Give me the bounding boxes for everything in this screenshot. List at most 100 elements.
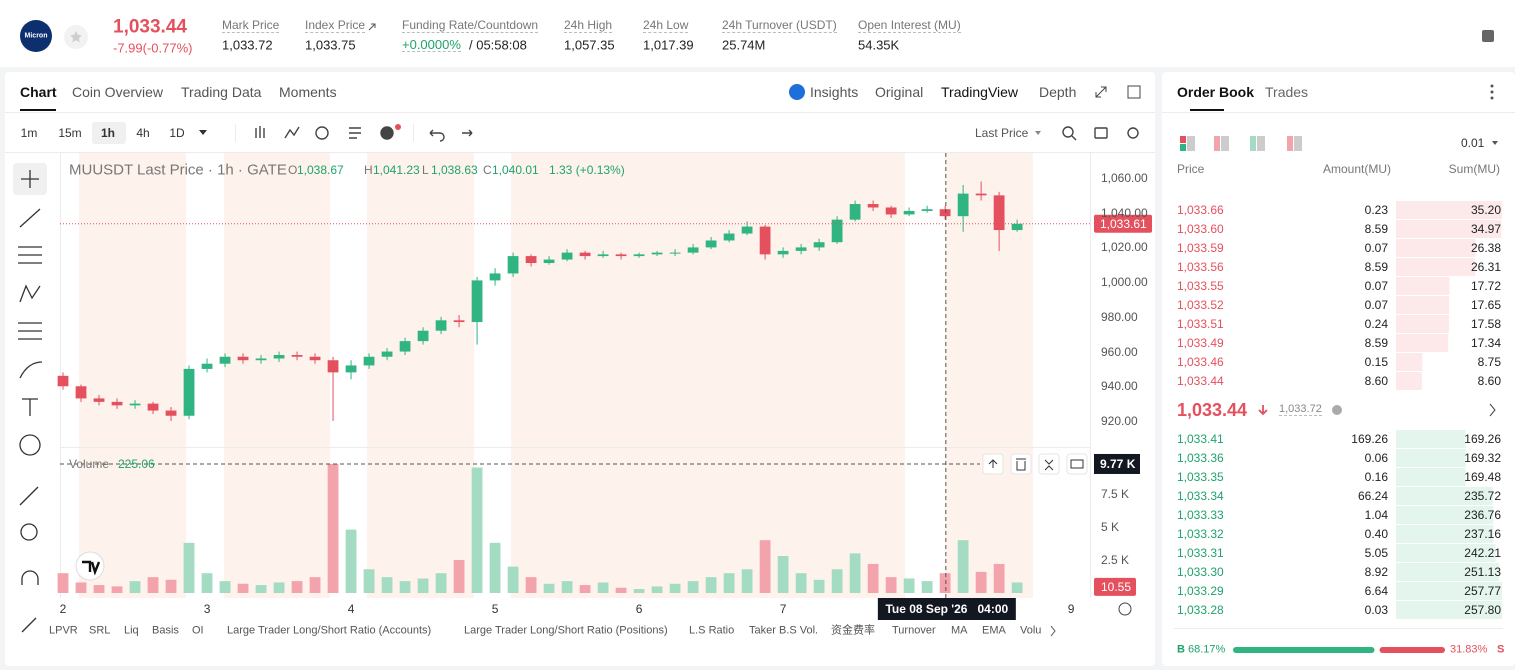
book-price[interactable]: 1,033.56 <box>1177 260 1224 274</box>
price-change: -7.99(-0.77%) <box>113 40 193 56</box>
ohlc-key: L <box>422 163 429 177</box>
volume-bar <box>309 577 321 593</box>
indicator[interactable]: SRL <box>89 624 111 637</box>
book-price[interactable]: 1,033.30 <box>1177 565 1224 579</box>
candle-body <box>813 242 825 248</box>
volume-bar <box>1011 582 1023 593</box>
interval[interactable]: 1D <box>169 126 185 140</box>
line-tool-icon[interactable] <box>988 459 998 468</box>
settings-icon[interactable] <box>1118 602 1132 616</box>
candle-body <box>237 356 249 361</box>
line-tool-icon[interactable] <box>1070 459 1084 469</box>
expand-icon[interactable] <box>1095 86 1107 98</box>
depth-bar <box>1396 563 1500 581</box>
indicator[interactable]: 资金费率 <box>831 624 875 637</box>
book-price[interactable]: 1,033.49 <box>1177 336 1224 350</box>
stat-value: +0.0000% <box>402 37 461 52</box>
book-amount: 0.07 <box>1364 241 1388 255</box>
book-price[interactable]: 1,033.44 <box>1177 374 1224 388</box>
chart-tab[interactable]: Trading Data <box>181 84 262 100</box>
interval[interactable]: 4h <box>136 126 150 140</box>
book-price[interactable]: 1,033.33 <box>1177 508 1224 522</box>
indicator[interactable]: Large Trader Long/Short Ratio (Positions… <box>464 624 668 637</box>
book-price[interactable]: 1,033.31 <box>1177 546 1224 560</box>
indicator[interactable]: Taker B.S Vol. <box>749 624 819 637</box>
indicator[interactable]: OI <box>192 624 204 637</box>
book-price[interactable]: 1,033.36 <box>1177 451 1224 465</box>
indicator[interactable]: LPVR <box>49 624 78 637</box>
interval-selected <box>92 122 126 144</box>
book-price[interactable]: 1,033.32 <box>1177 527 1224 541</box>
logo-text: Micron <box>24 32 48 40</box>
book-price[interactable]: 1,033.35 <box>1177 470 1224 484</box>
book-amount: 0.07 <box>1364 298 1388 312</box>
book-tab[interactable]: Order Book <box>1177 84 1255 100</box>
book-sum: 17.34 <box>1470 336 1501 350</box>
line-tool-icon[interactable] <box>1016 458 1026 471</box>
view-tab[interactable]: Original <box>875 84 924 100</box>
interval[interactable]: 1m <box>20 126 38 140</box>
drawing-tools[interactable] <box>18 170 43 633</box>
indicator[interactable]: MA <box>951 624 968 637</box>
chart-tab[interactable]: Coin Overview <box>72 84 164 100</box>
indicator[interactable]: L.S Ratio <box>689 624 735 637</box>
interval[interactable]: 1h <box>100 126 116 140</box>
indicator[interactable]: Volu <box>1020 624 1042 637</box>
ohlc-key: H <box>364 163 373 177</box>
book-price[interactable]: 1,033.60 <box>1177 222 1224 236</box>
book-price[interactable]: 1,033.55 <box>1177 279 1224 293</box>
ohlc-value: 1,038.63 <box>431 163 478 177</box>
book-price[interactable]: 1,033.52 <box>1177 298 1224 312</box>
settings-icon[interactable] <box>1482 30 1494 42</box>
volume-bar <box>885 577 897 593</box>
book-price[interactable]: 1,033.66 <box>1177 203 1224 217</box>
indicator[interactable]: Basis <box>152 624 179 637</box>
book-price[interactable]: 1,033.41 <box>1177 432 1224 446</box>
volume-bar <box>453 559 465 593</box>
chart-tab[interactable]: Moments <box>279 84 337 100</box>
book-price[interactable]: 1,033.51 <box>1177 317 1224 331</box>
chart-tab[interactable]: Chart <box>20 84 57 100</box>
volume-bar <box>147 577 159 593</box>
indicator[interactable]: Turnover <box>892 624 936 637</box>
tab-underline <box>20 109 56 111</box>
depth-bar <box>1396 506 1494 524</box>
depth-bar <box>1396 449 1466 467</box>
book-view-icons[interactable] <box>1180 136 1302 151</box>
candle-body <box>615 254 627 257</box>
candle-body <box>363 356 375 366</box>
book-tab[interactable]: Trades <box>1265 84 1309 100</box>
stat-value: 1,033.72 <box>222 37 273 53</box>
current-volume-box <box>1094 577 1136 596</box>
view-tab[interactable]: Insights <box>810 84 859 100</box>
line-tools[interactable] <box>982 453 1088 475</box>
stat-label: 24h Low <box>643 18 689 33</box>
indicator[interactable]: Liq <box>124 624 139 637</box>
indicator[interactable]: Large Trader Long/Short Ratio (Accounts) <box>227 624 432 637</box>
window-icon[interactable] <box>1127 85 1141 99</box>
view-tab[interactable]: TradingView <box>941 84 1019 100</box>
candle-body <box>165 410 177 416</box>
volume-bar <box>327 463 339 593</box>
book-price[interactable]: 1,033.29 <box>1177 584 1224 598</box>
book-price[interactable]: 1,033.46 <box>1177 355 1224 369</box>
book-price[interactable]: 1,033.28 <box>1177 603 1224 617</box>
interval[interactable]: 15m <box>58 126 82 140</box>
chevron[interactable] <box>1050 625 1056 637</box>
toolbar-icons[interactable] <box>255 126 1139 142</box>
volume-bar <box>543 583 555 593</box>
view-tab[interactable]: Depth <box>1039 84 1077 100</box>
y-tick-label: 960.00 <box>1101 344 1138 359</box>
line-tool-icon[interactable] <box>1044 459 1054 471</box>
volume-bar <box>579 585 591 593</box>
price-source[interactable]: Last Price <box>975 126 1029 140</box>
book-price[interactable]: 1,033.34 <box>1177 489 1224 503</box>
precision[interactable]: 0.01 <box>1461 136 1485 150</box>
volume-legend-value: 225.06 <box>118 457 155 471</box>
book-sum: 35.20 <box>1470 203 1501 217</box>
chevron[interactable] <box>1489 403 1496 417</box>
more-icon[interactable] <box>1490 84 1494 100</box>
book-price[interactable]: 1,033.59 <box>1177 241 1224 255</box>
indicator[interactable]: EMA <box>982 624 1006 637</box>
depth-bar <box>1396 296 1450 314</box>
